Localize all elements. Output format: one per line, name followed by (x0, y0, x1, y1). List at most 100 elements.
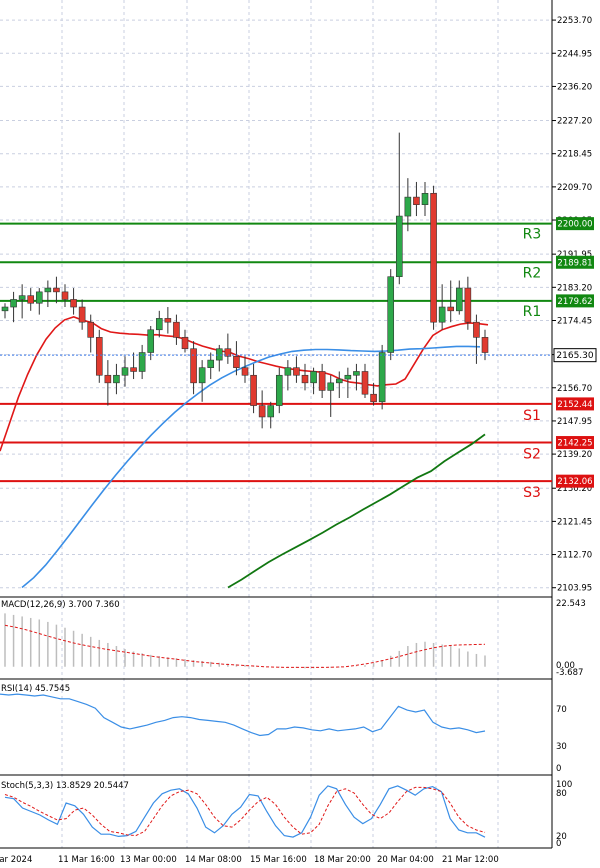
time-label: 13 Mar 00:00 (120, 855, 177, 865)
stoch-k-line (4, 785, 486, 838)
price-tick-label: 2174.45 (557, 316, 592, 326)
candle (44, 287, 52, 293)
candle (361, 371, 369, 395)
level-name-r1: R1 (523, 304, 542, 320)
candle (327, 382, 335, 391)
stoch-tick: 0 (556, 839, 561, 849)
level-value-r2: 2189.81 (557, 258, 592, 268)
candle (78, 306, 86, 323)
level-value-r1: 2179.62 (557, 297, 592, 307)
candle (53, 287, 60, 293)
ma-red-line (0, 316, 489, 452)
candle (301, 374, 309, 384)
level-value-r3: 2200.00 (557, 220, 592, 230)
candle (215, 348, 223, 361)
ma-blue-line (21, 345, 481, 589)
price-tick-label: 2156.70 (557, 384, 592, 394)
price-tick-label: 2147.95 (557, 417, 592, 427)
current-price-tag (553, 348, 597, 363)
candle (481, 337, 489, 353)
candle (1, 306, 9, 312)
candle (198, 367, 206, 384)
candle (155, 318, 163, 331)
price-tick-label: 2253.70 (557, 16, 592, 26)
level-value-s2: 2142.25 (557, 439, 592, 449)
candle (164, 318, 172, 323)
main-price-panel: 2253.70 2244.95 2236.20 2227.20 2218.45 2209.… (0, 0, 597, 597)
candle (27, 295, 35, 304)
candle (310, 371, 317, 384)
level-name-r2: R2 (523, 265, 542, 281)
candle (293, 367, 300, 376)
stoch-panel: Stoch(5,3,3) 13.8529 20.5447 100 80 20 0 (0, 775, 572, 849)
candle (438, 306, 446, 323)
level-tag-r3 (556, 217, 594, 231)
candle (370, 393, 377, 403)
time-axis: Mar 2024 11 Mar 16:00 13 Mar 00:00 14 Mar 0… (0, 855, 499, 865)
level-name-r3: R3 (523, 227, 542, 243)
macd-tick: -3.687 (556, 668, 583, 678)
level-name-s3: S3 (523, 485, 541, 501)
price-tick-label: 2130.20 (557, 484, 592, 494)
candle (130, 367, 137, 372)
candle (404, 196, 412, 217)
macd-panel: MACD(12,26,9) 3.700 7.360 22.543 0.00 -3… (0, 596, 586, 680)
rsi-tick: 70 (556, 705, 567, 715)
time-label: Mar 2024 (0, 855, 32, 865)
price-tick-label: 2121.45 (557, 517, 592, 527)
stoch-tick: 20 (556, 832, 567, 842)
level-tag-r2 (556, 255, 594, 269)
candle (387, 276, 395, 353)
candle (181, 337, 189, 350)
candle (113, 374, 120, 384)
level-value-s1: 2152.44 (557, 400, 592, 410)
candle (430, 193, 437, 323)
candle (378, 352, 386, 403)
stoch-tick: 100 (556, 780, 572, 790)
level-value-s3: 2132.06 (557, 477, 592, 487)
candle (207, 359, 215, 368)
macd-signal-line (4, 624, 486, 668)
price-tick-label: 2236.20 (557, 82, 592, 92)
candle (35, 291, 43, 304)
candle (241, 367, 249, 376)
price-tick-label: 2227.20 (557, 117, 592, 127)
grid (0, 0, 552, 848)
time-label: 11 Mar 16:00 (58, 855, 115, 865)
candle (421, 193, 429, 205)
time-label: 15 Mar 16:00 (250, 855, 307, 865)
candle (104, 374, 112, 384)
price-tick-label: 2209.70 (557, 183, 592, 193)
macd-tick: 22.543 (556, 599, 586, 609)
candle (250, 374, 257, 406)
candle (95, 337, 103, 376)
macd-label: MACD(12,26,9) 3.700 7.360 (1, 600, 120, 610)
candle (233, 356, 240, 368)
macd-tick: 0.00 (556, 661, 575, 671)
level-tag-r1 (556, 294, 594, 308)
candle (121, 367, 129, 376)
candle (455, 287, 463, 312)
price-tick-label: 2191.95 (557, 250, 592, 260)
candle (335, 378, 343, 384)
rsi-panel: RSI(14) 45.7545 70 30 0 (0, 679, 567, 776)
price-tick-label: 2218.45 (557, 150, 592, 160)
candle (10, 299, 17, 308)
candle (61, 291, 69, 300)
time-label: 18 Mar 20:00 (314, 855, 371, 865)
candle (138, 352, 146, 372)
price-tick-label: 2244.95 (557, 49, 592, 59)
candle (395, 215, 403, 278)
candle (18, 295, 26, 300)
candle (318, 371, 326, 391)
price-tick-label: 2139.20 (557, 450, 592, 460)
candle (70, 299, 77, 308)
level-tag-s2 (556, 436, 594, 450)
ma-green-line (227, 433, 486, 589)
candle (344, 374, 352, 380)
level-tag-s3 (556, 474, 594, 488)
level-name-s1: S1 (523, 408, 541, 424)
candle (473, 321, 480, 338)
rsi-line (0, 693, 486, 737)
